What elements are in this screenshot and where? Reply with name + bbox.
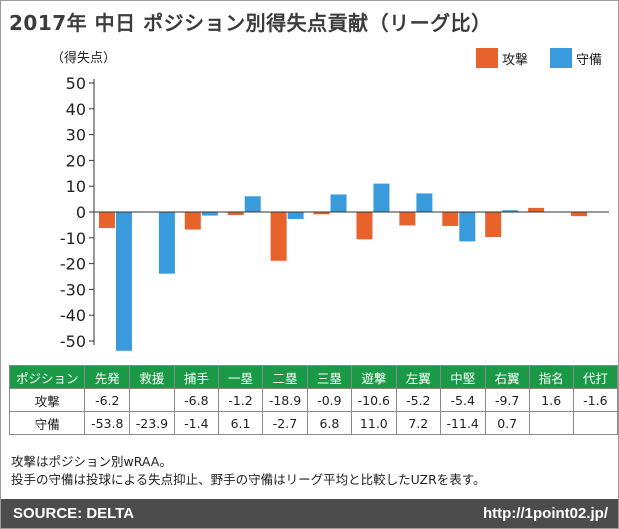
bar-defense-7: [373, 183, 390, 212]
footnotes: 攻撃はポジション別wRAA。 投手の守備は投球による失点抑止、野手の守備はリーグ…: [11, 453, 486, 489]
table-header-cell: 遊撃: [351, 365, 397, 389]
table-header-row: ポジション 先発 救援 捕手 一塁 二塁 三塁 遊撃 左翼 中堅 右翼 指名 代…: [8, 365, 619, 389]
bar-defense-1: [115, 212, 132, 351]
table-cell: -5.2: [395, 388, 441, 412]
bar-defense-4: [244, 196, 261, 212]
y-axis-unit-label: （得失点）: [51, 51, 117, 66]
table-header-cell: 代打: [572, 365, 619, 389]
source-label: SOURCE: DELTA: [13, 505, 135, 522]
table-cell: 0.7: [484, 411, 530, 435]
y-tick-label: 10: [66, 177, 86, 196]
table-cell: -23.9: [129, 411, 175, 435]
table-header-cell: 救援: [129, 365, 175, 389]
y-tick-label: -40: [60, 306, 86, 325]
table-cell: -5.4: [439, 388, 486, 412]
y-tick-label: -30: [60, 280, 86, 299]
table-cell: -1.6: [572, 388, 619, 412]
table-row-offense: 攻撃 -6.2 -6.8 -1.2 -18.9 -0.9 -10.6 -5.2 …: [8, 388, 619, 412]
table-cell: 7.2: [395, 411, 441, 435]
bar-defense-6: [330, 194, 347, 212]
y-tick-label: 30: [66, 126, 86, 145]
table-header-cell: 捕手: [173, 365, 219, 389]
table-cell: -2.7: [262, 411, 308, 435]
table-row-label: 守備: [8, 411, 86, 435]
table-header-cell: 先発: [84, 365, 131, 389]
footnote-line: 投手の守備は投球による失点抑止、野手の守備はリーグ平均と比較したUZRを表す。: [11, 472, 486, 487]
y-tick-label: 40: [66, 100, 86, 119]
bar-offense-4: [227, 212, 244, 216]
bar-defense-2: [158, 212, 175, 274]
bar-defense-9: [459, 212, 476, 242]
table-cell: -1.2: [217, 388, 264, 412]
bar-offense-5: [270, 212, 287, 261]
table-header-cell: 左翼: [395, 365, 441, 389]
table-cell: -11.4: [439, 411, 486, 435]
table-header-cell: ポジション: [8, 365, 86, 389]
data-table: ポジション 先発 救援 捕手 一塁 二塁 三塁 遊撃 左翼 中堅 右翼 指名 代…: [8, 365, 619, 435]
table-cell: [129, 388, 175, 412]
bar-offense-9: [442, 212, 459, 226]
table-row-label: 攻撃: [8, 388, 86, 412]
footer-bar: SOURCE: DELTA http://1point02.jp/: [1, 499, 618, 528]
table-cell: 1.6: [528, 388, 574, 412]
table-cell: [528, 411, 574, 435]
table-header-cell: 指名: [528, 365, 574, 389]
table-header-cell: 三塁: [306, 365, 353, 389]
y-tick-label: 50: [66, 74, 86, 93]
footnote-line: 攻撃はポジション別wRAA。: [11, 454, 172, 469]
legend-offense: 攻撃: [476, 48, 528, 68]
table-cell: -6.8: [173, 388, 219, 412]
bar-offense-6: [313, 212, 330, 215]
legend-offense-label: 攻撃: [502, 52, 529, 68]
bar-offense-12: [571, 212, 588, 217]
table-cell: 6.8: [306, 411, 353, 435]
table-cell: -1.4: [173, 411, 219, 435]
legend-defense-label: 守備: [576, 52, 603, 68]
y-tick-label: 0: [76, 203, 86, 222]
bar-offense-7: [356, 212, 373, 240]
table-row-defense: 守備 -53.8 -23.9 -1.4 6.1 -2.7 6.8 11.0 7.…: [8, 411, 619, 435]
table-cell: [572, 411, 619, 435]
bar-defense-10: [502, 210, 519, 212]
legend-offense-swatch: [476, 48, 498, 68]
bar-defense-3: [201, 212, 218, 216]
table-header-cell: 中堅: [439, 365, 486, 389]
table-header-cell: 二塁: [262, 365, 308, 389]
table-cell: -6.2: [84, 388, 131, 412]
y-tick-label: -20: [60, 255, 86, 274]
bar-offense-3: [184, 212, 201, 230]
bar-defense-5: [287, 212, 304, 219]
table-cell: -0.9: [306, 388, 353, 412]
y-tick-label: 20: [66, 151, 86, 170]
legend-defense-swatch: [550, 48, 572, 68]
table-cell: -18.9: [262, 388, 308, 412]
table-cell: 6.1: [217, 411, 264, 435]
legend-defense: 守備: [550, 48, 602, 68]
bar-offense-1: [98, 212, 115, 228]
table-cell: -10.6: [351, 388, 397, 412]
source-url: http://1point02.jp/: [483, 505, 608, 522]
table-header-cell: 右翼: [484, 365, 530, 389]
table-cell: -53.8: [84, 411, 131, 435]
bar-offense-10: [485, 212, 502, 238]
bar-offense-11: [528, 207, 545, 212]
bar-offense-8: [399, 212, 416, 226]
y-tick-label: -10: [60, 229, 86, 248]
table-cell: -9.7: [484, 388, 530, 412]
chart-title: 2017年 中日 ポジション別得失点貢献（リーグ比）: [9, 11, 492, 35]
bar-chart: 50 40 30 20 10 0 -10 -20 -30 -40 -50: [60, 74, 609, 351]
table-header-cell: 一塁: [217, 365, 264, 389]
bar-defense-8: [416, 193, 433, 212]
y-tick-label: -50: [60, 332, 86, 351]
table-cell: 11.0: [351, 411, 397, 435]
